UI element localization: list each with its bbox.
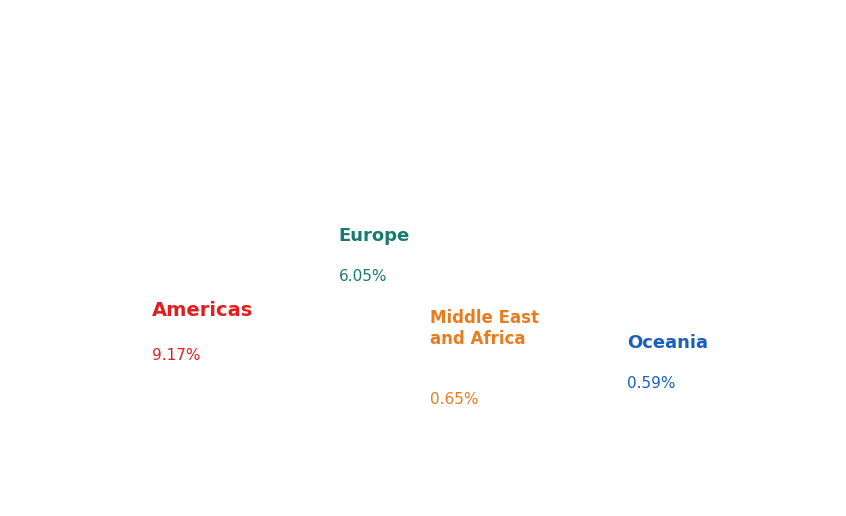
Text: 9.17%: 9.17%	[151, 348, 201, 363]
Text: 6.05%: 6.05%	[338, 268, 387, 283]
Text: 82.96%: 82.96%	[539, 217, 613, 236]
Text: Americas: Americas	[151, 301, 253, 320]
Text: Oceania: Oceania	[627, 334, 708, 352]
Text: Europe: Europe	[338, 227, 409, 245]
Text: Middle East
and Africa: Middle East and Africa	[431, 309, 539, 348]
Text: Asia: Asia	[539, 161, 605, 189]
Text: 0.59%: 0.59%	[627, 376, 675, 391]
Text: 0.65%: 0.65%	[431, 392, 479, 407]
